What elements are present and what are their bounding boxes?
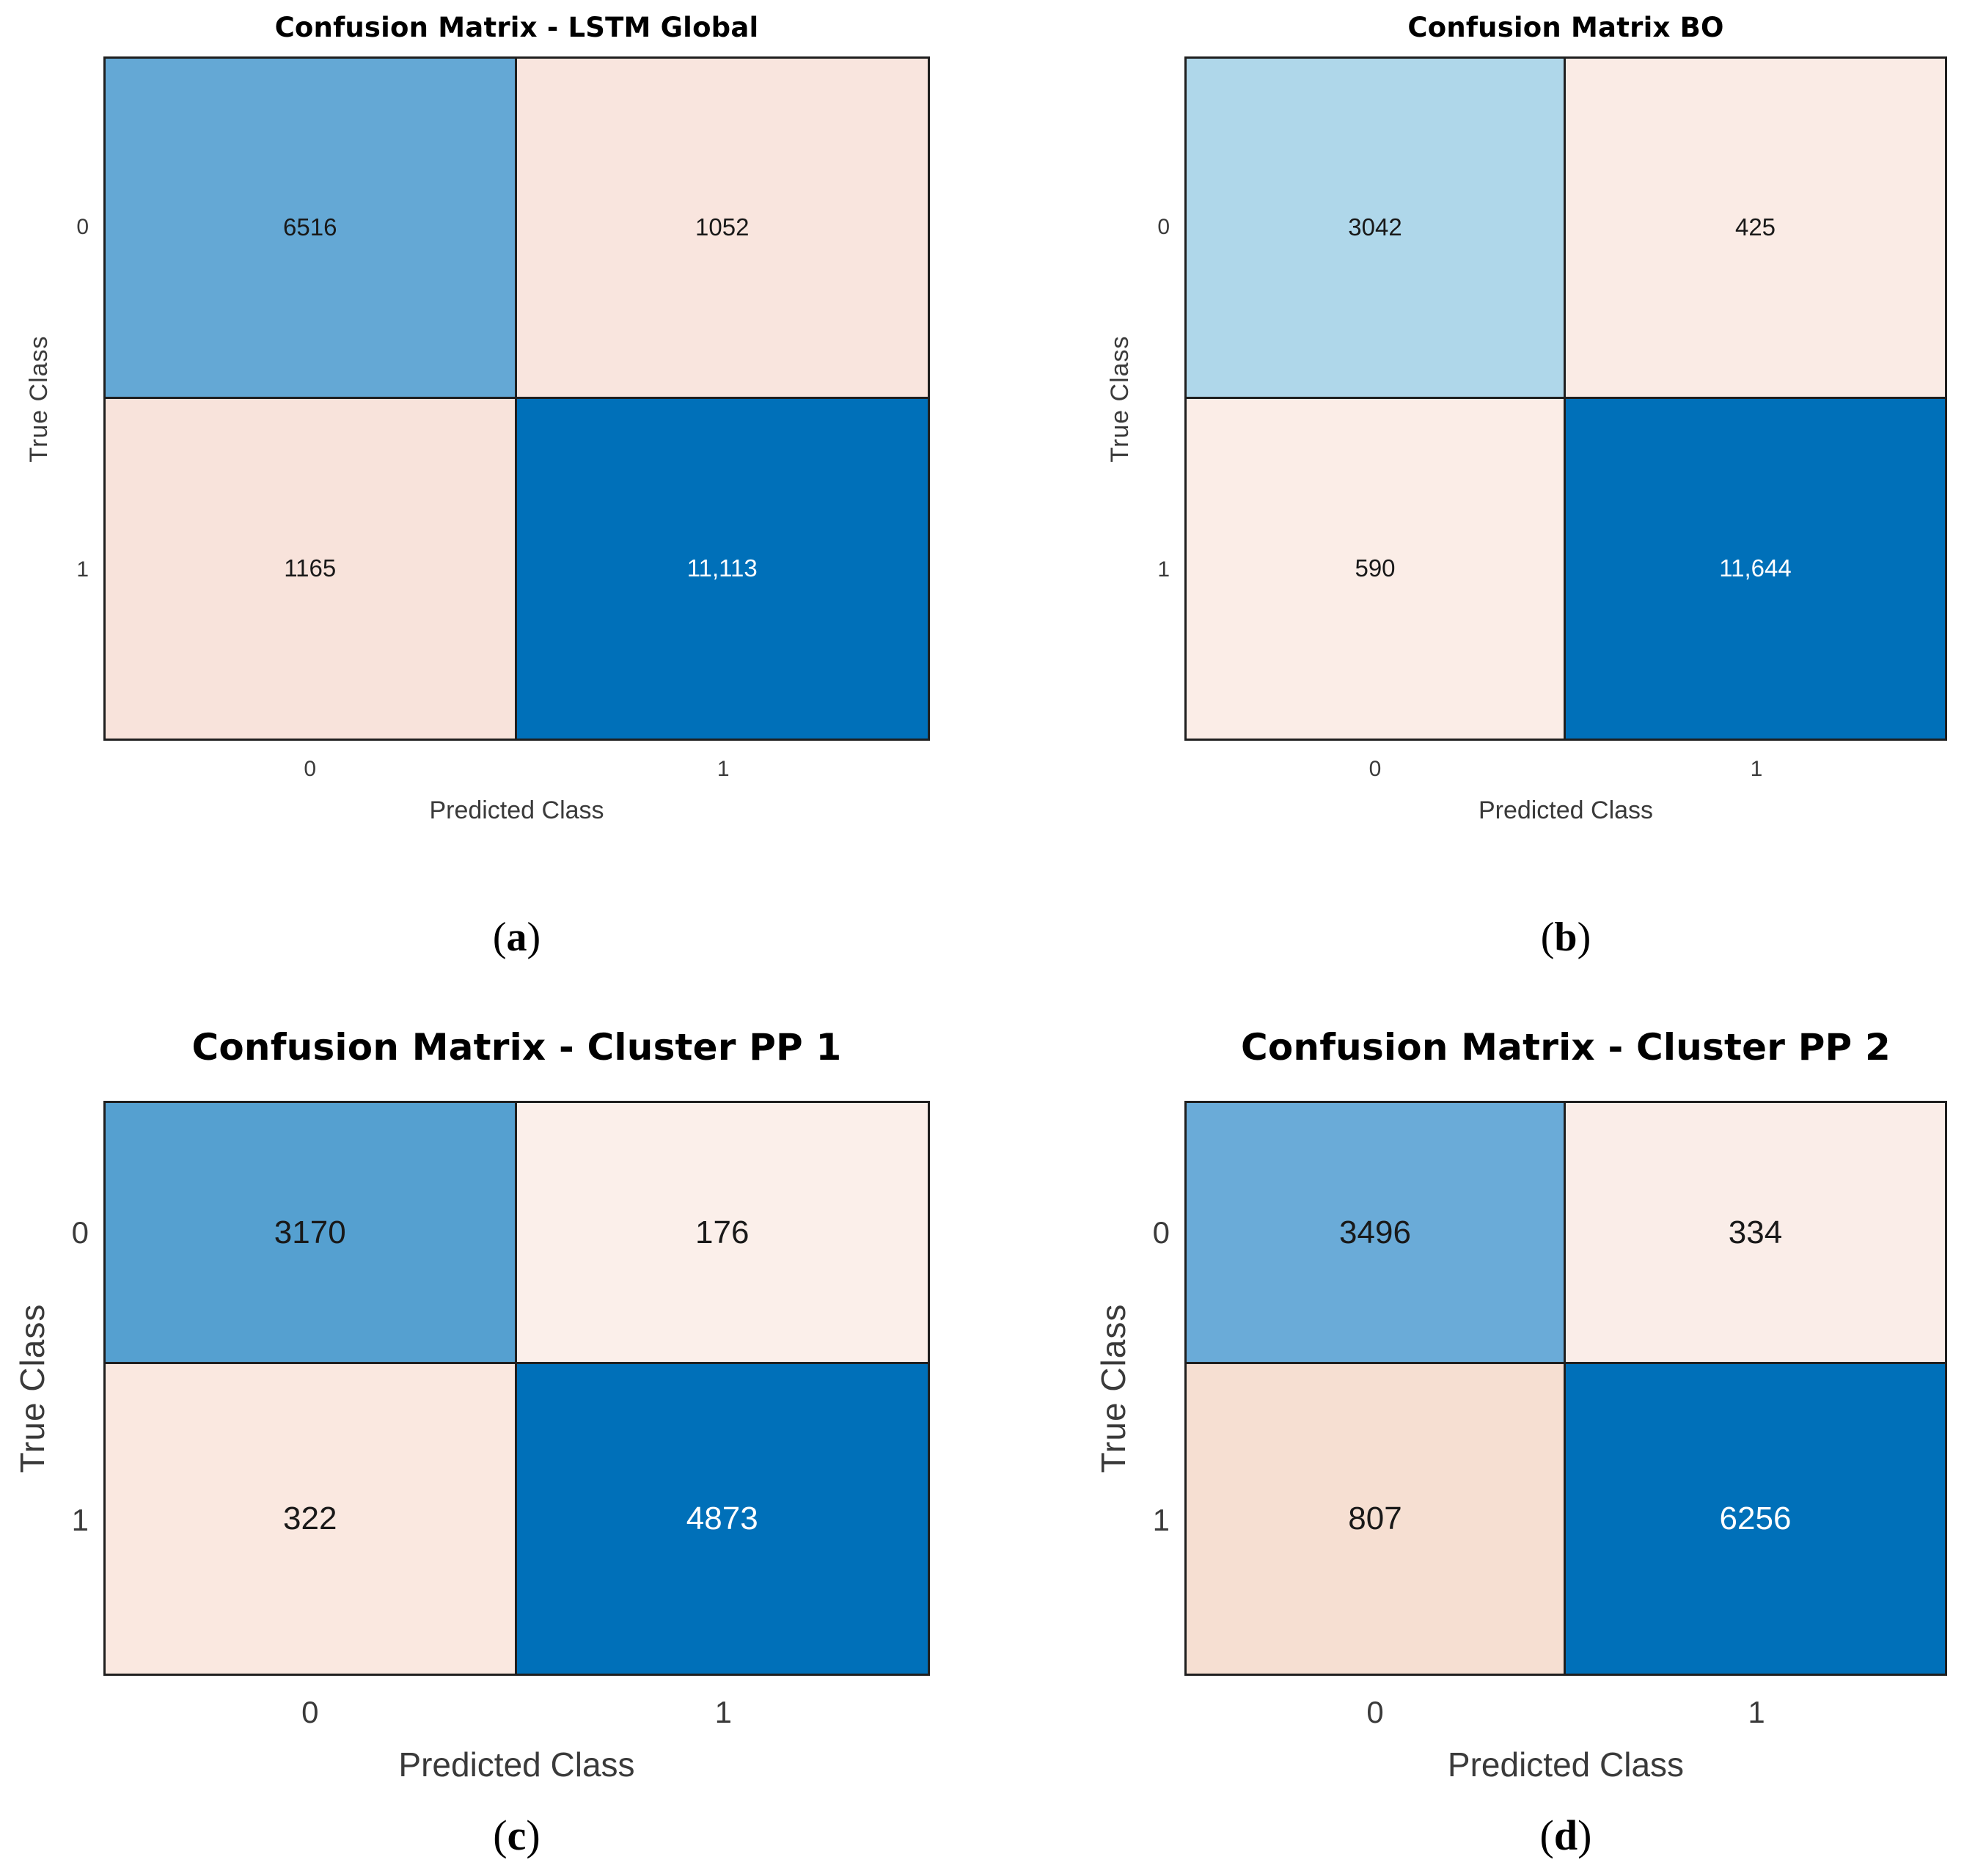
cell-value: 807 [1348, 1501, 1402, 1537]
chart-title-b: Confusion Matrix BO [1407, 12, 1724, 43]
cell-true1-pred1: 4873 [516, 1364, 928, 1674]
cell-true0-pred1: 425 [1566, 59, 1945, 399]
x-axis-label-b: Predicted Class [1478, 796, 1654, 824]
cell-true1-pred0: 322 [106, 1364, 517, 1674]
y-axis-label-b: True Class [1106, 334, 1134, 463]
y-tick-0-d: 0 [1152, 1214, 1170, 1250]
subfigure-caption-c: (c) [493, 1811, 541, 1859]
cell-true0-pred1: 176 [516, 1103, 928, 1365]
panel-c: Confusion Matrix - Cluster PP 1 True Cla… [13, 1026, 930, 1859]
x-tick-1-d: 1 [1748, 1695, 1765, 1729]
panel-b: Confusion Matrix BO True Class 0 1 3042 … [1106, 12, 1947, 960]
subfigure-caption-d: (d) [1539, 1811, 1592, 1859]
cell-value: 11,113 [686, 554, 758, 582]
y-tick-0-b: 0 [1157, 215, 1170, 240]
x-tick-1-c: 1 [714, 1695, 732, 1729]
y-axis-label-a: True Class [25, 334, 53, 463]
cell-value: 425 [1734, 213, 1776, 241]
x-axis-label-a: Predicted Class [429, 796, 604, 824]
cell-true0-pred0: 3042 [1187, 59, 1566, 399]
cell-true0-pred1: 334 [1566, 1103, 1945, 1365]
cell-value: 11,644 [1719, 554, 1792, 582]
cell-true1-pred0: 590 [1187, 398, 1566, 739]
subfigure-caption-b: (b) [1540, 915, 1591, 960]
cell-true1-pred1: 11,113 [516, 398, 928, 739]
cell-value: 6516 [283, 213, 337, 241]
y-tick-0-c: 0 [71, 1214, 89, 1250]
cell-value: 4873 [686, 1501, 758, 1537]
cell-value: 176 [695, 1214, 750, 1250]
x-tick-0-d: 0 [1366, 1695, 1384, 1729]
matrix-grid-a: 6516 1052 1165 11,113 [103, 56, 930, 741]
matrix-grid-c: 3170 176 322 4873 [103, 1101, 930, 1676]
x-axis-label-c: Predicted Class [398, 1745, 635, 1784]
cell-true0-pred0: 3496 [1187, 1103, 1566, 1365]
x-tick-0-c: 0 [301, 1695, 319, 1729]
cell-true0-pred1: 1052 [516, 59, 928, 399]
matrix-grid-d: 3496 334 807 6256 [1184, 1101, 1947, 1676]
cell-true1-pred0: 1165 [106, 398, 517, 739]
y-tick-1-c: 1 [71, 1502, 89, 1537]
cell-true1-pred0: 807 [1187, 1364, 1566, 1674]
cell-value: 3042 [1348, 213, 1402, 241]
panel-a: Confusion Matrix - LSTM Global True Clas… [25, 12, 930, 960]
y-tick-0-a: 0 [76, 215, 89, 240]
matrix-grid-b: 3042 425 590 11,644 [1184, 56, 1947, 741]
cell-true1-pred1: 11,644 [1566, 398, 1945, 739]
x-tick-1-b: 1 [1750, 757, 1763, 781]
x-tick-0-b: 0 [1368, 757, 1382, 781]
y-axis-label-d: True Class [1094, 1303, 1132, 1473]
cell-value: 334 [1728, 1214, 1783, 1250]
y-tick-1-d: 1 [1152, 1502, 1170, 1537]
cell-value: 322 [283, 1501, 337, 1537]
chart-title-d: Confusion Matrix - Cluster PP 2 [1240, 1026, 1891, 1069]
chart-title-a: Confusion Matrix - LSTM Global [274, 12, 759, 43]
y-tick-1-a: 1 [76, 557, 89, 582]
cell-value: 590 [1355, 554, 1396, 582]
x-axis-label-d: Predicted Class [1447, 1745, 1685, 1784]
cell-value: 1052 [695, 213, 750, 241]
cell-value: 3496 [1339, 1214, 1411, 1250]
cell-value: 1165 [284, 554, 337, 582]
cell-value: 6256 [1719, 1501, 1792, 1537]
y-tick-1-b: 1 [1157, 557, 1170, 582]
subfigure-caption-a: (a) [492, 915, 541, 960]
x-tick-0-a: 0 [304, 757, 317, 781]
chart-title-c: Confusion Matrix - Cluster PP 1 [191, 1026, 842, 1069]
cell-true0-pred0: 3170 [106, 1103, 517, 1365]
cell-true1-pred1: 6256 [1566, 1364, 1945, 1674]
cell-true0-pred0: 6516 [106, 59, 517, 399]
y-axis-label-c: True Class [13, 1303, 51, 1473]
x-tick-1-a: 1 [717, 757, 730, 781]
cell-value: 3170 [274, 1214, 346, 1250]
panel-d: Confusion Matrix - Cluster PP 2 True Cla… [1094, 1026, 1947, 1859]
